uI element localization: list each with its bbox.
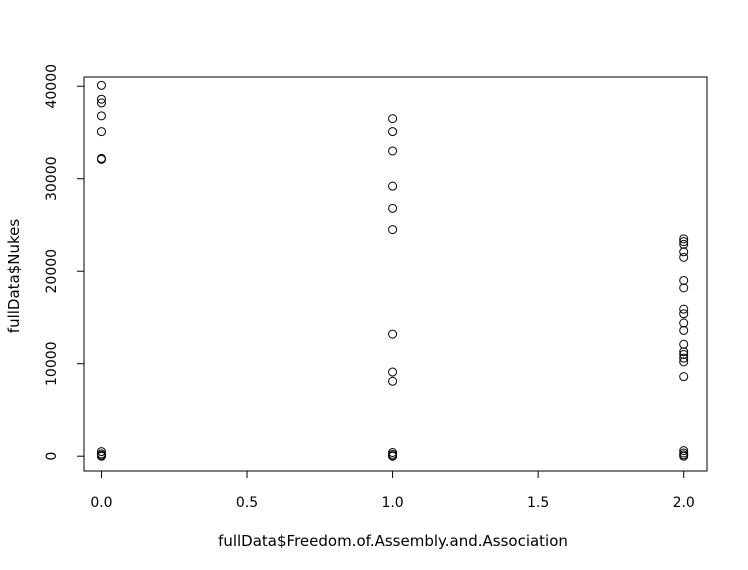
- x-tick-label: 1.0: [381, 495, 403, 511]
- data-point: [679, 283, 689, 293]
- data-point: [679, 234, 689, 244]
- y-tick-label: 0: [44, 452, 60, 461]
- data-point: [388, 127, 398, 137]
- data-point: [679, 275, 689, 285]
- data-point: [388, 114, 398, 124]
- x-axis-label: fullData$Freedom.of.Assembly.and.Associa…: [218, 532, 568, 550]
- data-points: [96, 80, 689, 461]
- x-tick-label: 1.5: [527, 495, 549, 511]
- data-point: [96, 80, 106, 90]
- x-tick-label: 0.5: [236, 495, 258, 511]
- data-point: [96, 98, 106, 108]
- data-point: [96, 127, 106, 137]
- y-axis: 0 10000 20000 30000 40000: [44, 64, 85, 461]
- data-point: [96, 451, 106, 461]
- data-point: [679, 309, 689, 319]
- y-tick-label: 40000: [44, 64, 60, 109]
- data-point: [679, 339, 689, 349]
- data-point: [679, 239, 689, 249]
- data-point: [679, 252, 689, 262]
- plot-frame: [83, 76, 708, 472]
- x-tick-label: 0.0: [90, 495, 112, 511]
- y-tick-label: 10000: [44, 341, 60, 386]
- data-point: [388, 376, 398, 386]
- y-axis-label: fullData$Nukes: [5, 219, 23, 334]
- y-tick-label: 30000: [44, 156, 60, 201]
- data-point: [388, 146, 398, 156]
- x-tick-label: 2.0: [673, 495, 695, 511]
- data-point: [388, 181, 398, 191]
- data-point: [679, 325, 689, 335]
- y-tick-label: 20000: [44, 249, 60, 294]
- data-point: [388, 367, 398, 377]
- data-point: [679, 349, 689, 359]
- data-point: [679, 247, 689, 257]
- x-axis: 0.0 0.5 1.0 1.5 2.0: [90, 470, 695, 511]
- data-point: [96, 154, 106, 164]
- data-point: [388, 329, 398, 339]
- data-point: [679, 451, 689, 461]
- data-point: [679, 237, 689, 247]
- data-point: [388, 225, 398, 235]
- data-point: [96, 94, 106, 104]
- data-point: [679, 318, 689, 328]
- plot-area: [83, 76, 708, 472]
- data-point: [679, 353, 689, 363]
- data-point: [679, 347, 689, 357]
- data-point: [96, 447, 106, 457]
- data-point: [96, 111, 106, 121]
- data-point: [388, 203, 398, 213]
- data-point: [679, 304, 689, 314]
- data-point: [679, 446, 689, 456]
- data-point: [679, 357, 689, 367]
- data-point: [679, 372, 689, 382]
- data-point: [388, 451, 398, 461]
